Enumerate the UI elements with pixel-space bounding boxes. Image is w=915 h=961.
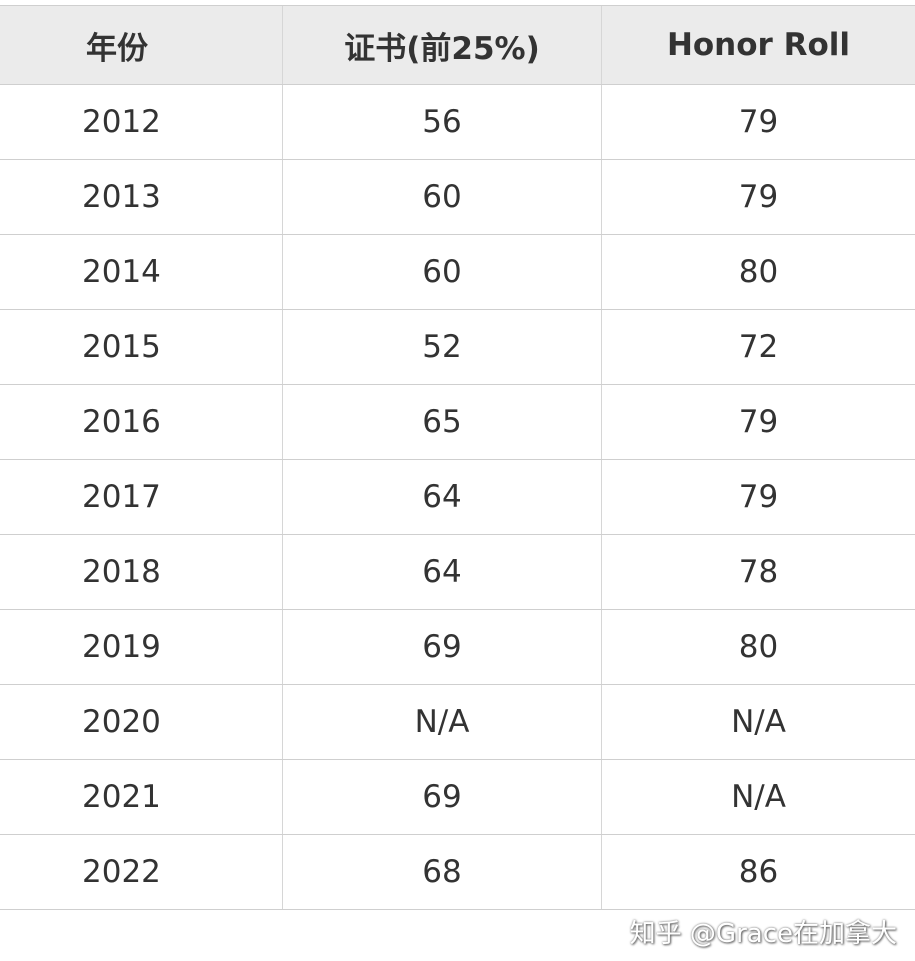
- honor-roll-cell: 79: [738, 179, 779, 215]
- certificate-cell: 69: [283, 610, 602, 684]
- certificate-cell: 56: [283, 85, 602, 159]
- honor-roll-cell: 78: [738, 554, 779, 590]
- table-header-row: 年份 证书(前25%) Honor Roll: [0, 6, 915, 85]
- table-row: 2020 N/A N/A: [0, 685, 915, 760]
- honor-roll-cell: 79: [738, 104, 779, 140]
- honor-roll-cell: N/A: [731, 704, 786, 740]
- certificate-cell: 64: [283, 460, 602, 534]
- honor-roll-cell: N/A: [731, 779, 786, 815]
- certificate-cell: 65: [283, 385, 602, 459]
- honor-roll-cell: 80: [738, 254, 779, 290]
- table-row: 2022 68 86: [0, 835, 915, 910]
- header-certificate: 证书(前25%): [283, 6, 602, 84]
- year-cell: 2018: [0, 535, 283, 609]
- certificate-cell: 52: [283, 310, 602, 384]
- certificate-cell: 60: [283, 160, 602, 234]
- honor-roll-cell: 79: [738, 404, 779, 440]
- table-row: 2015 52 72: [0, 310, 915, 385]
- honor-roll-cell: 72: [738, 329, 779, 365]
- certificate-cell: 60: [283, 235, 602, 309]
- certificate-cell: N/A: [283, 685, 602, 759]
- year-cell: 2015: [0, 310, 283, 384]
- header-honor-roll: Honor Roll: [666, 27, 851, 63]
- year-cell: 2012: [0, 85, 283, 159]
- table-row: 2018 64 78: [0, 535, 915, 610]
- table-row: 2016 65 79: [0, 385, 915, 460]
- year-cell: 2017: [0, 460, 283, 534]
- year-cell: 2013: [0, 160, 283, 234]
- watermark: 知乎 @Grace在加拿大: [629, 919, 897, 949]
- table-row: 2014 60 80: [0, 235, 915, 310]
- honor-roll-cell: 86: [738, 854, 779, 890]
- table-row: 2017 64 79: [0, 460, 915, 535]
- year-cell: 2014: [0, 235, 283, 309]
- certificate-cell: 69: [283, 760, 602, 834]
- year-cell: 2021: [0, 760, 283, 834]
- certificate-cell: 68: [283, 835, 602, 909]
- honor-roll-cell: 80: [738, 629, 779, 665]
- header-year: 年份: [0, 6, 283, 84]
- table-row: 2021 69 N/A: [0, 760, 915, 835]
- table-row: 2019 69 80: [0, 610, 915, 685]
- year-cell: 2016: [0, 385, 283, 459]
- year-cell: 2020: [0, 685, 283, 759]
- year-cell: 2019: [0, 610, 283, 684]
- year-cell: 2022: [0, 835, 283, 909]
- honor-roll-cell: 79: [738, 479, 779, 515]
- table-row: 2013 60 79: [0, 160, 915, 235]
- scores-table: 年份 证书(前25%) Honor Roll 2012 56 79 2013 60 79 2…: [0, 5, 915, 910]
- table-row: 2012 56 79: [0, 85, 915, 160]
- certificate-cell: 64: [283, 535, 602, 609]
